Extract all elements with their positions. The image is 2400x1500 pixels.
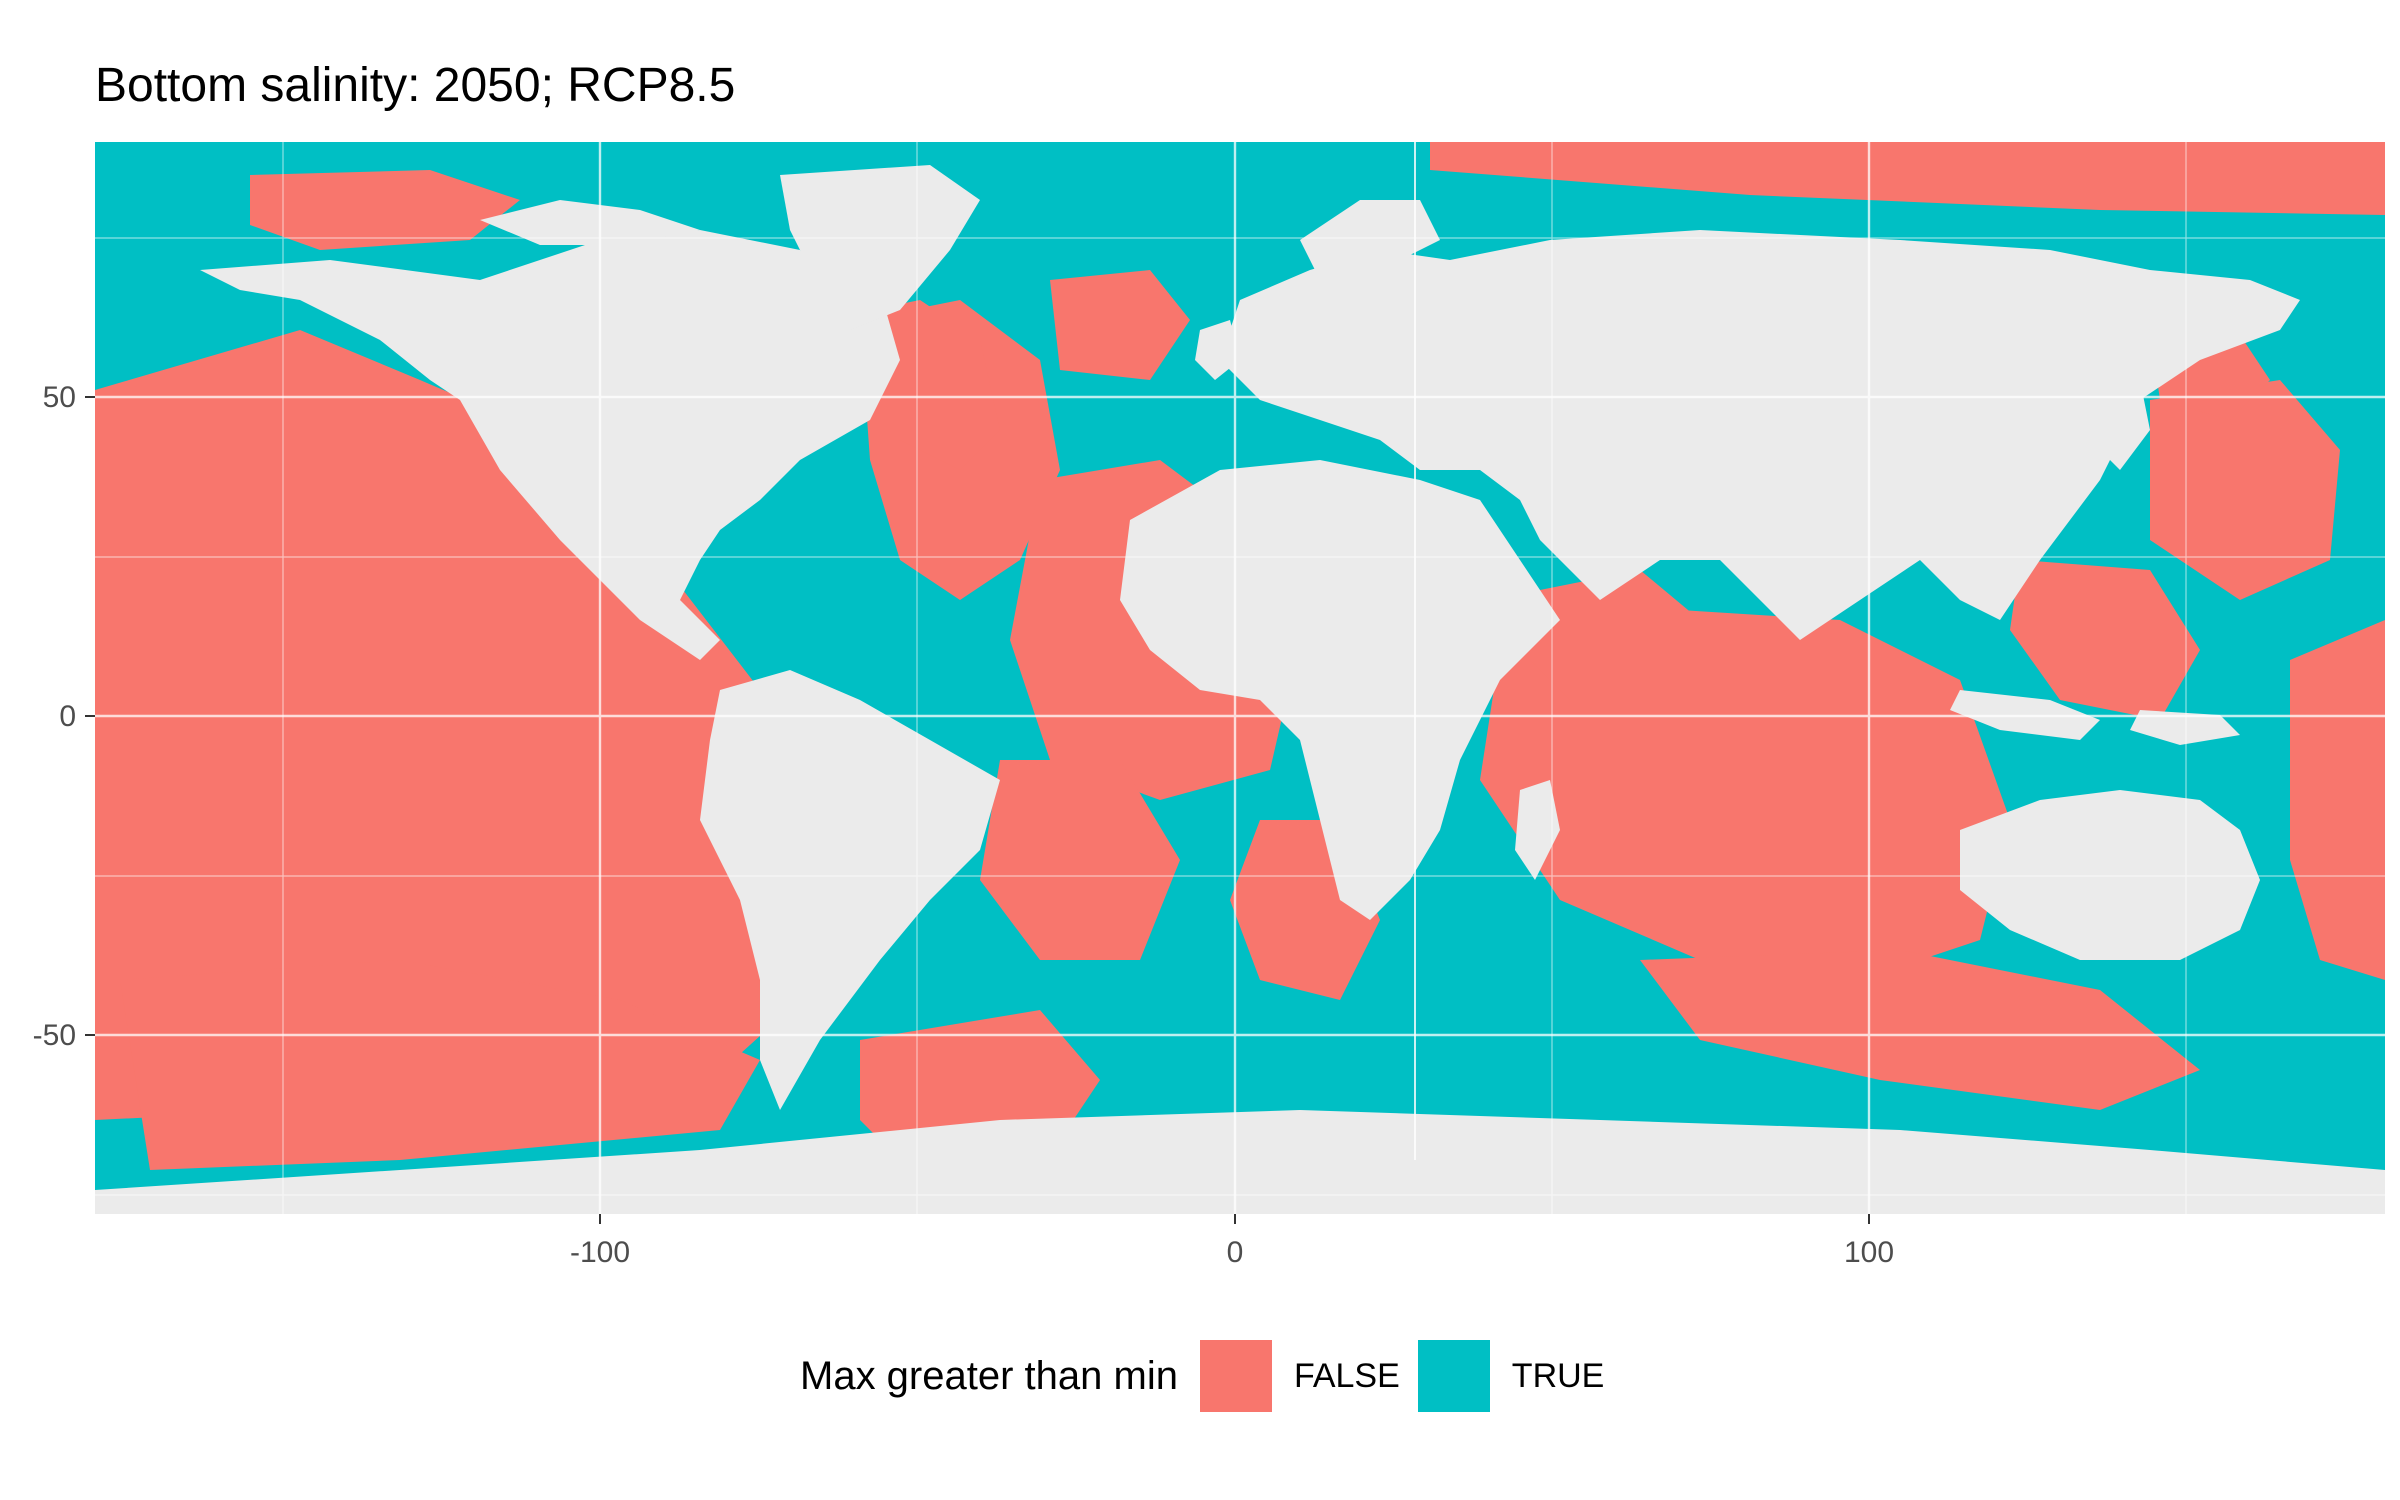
false-arctic-east <box>1430 142 2385 215</box>
y-tick-label-50: 50 <box>43 381 76 414</box>
false-arabian-sea <box>1520 570 1700 700</box>
legend-title: Max greater than min <box>800 1353 1178 1398</box>
false-west-pacific-1 <box>2150 380 2340 600</box>
x-tick-label--100: -100 <box>570 1236 630 1269</box>
false-southern-indian <box>1640 950 2200 1110</box>
land-greenland <box>780 165 980 330</box>
false-east-australia <box>2290 620 2385 980</box>
land-eurasia <box>1220 230 2300 640</box>
land-australia <box>1960 790 2260 960</box>
x-tick-label-0: 0 <box>1227 1236 1244 1269</box>
land-north-america <box>200 230 900 660</box>
grid-major <box>95 142 2385 1214</box>
land-canadian-arctic <box>480 200 700 245</box>
land-uk <box>1195 320 1240 380</box>
y-tick-label--50: -50 <box>33 1019 76 1052</box>
false-indian-ocean <box>1480 610 2010 980</box>
false-south-atlantic <box>980 760 1180 960</box>
land-madagascar <box>1515 780 1560 880</box>
land-antarctica <box>95 1110 2385 1214</box>
legend: Max greater than min FALSE TRUE <box>800 1340 1622 1412</box>
y-tick-label-0: 0 <box>59 700 76 733</box>
x-tick-label-100: 100 <box>1844 1236 1894 1269</box>
false-labrador <box>870 300 1000 470</box>
land-japan <box>2100 380 2150 470</box>
legend-item-true: TRUE <box>1417 1340 1605 1412</box>
land-africa <box>1120 460 1560 920</box>
legend-item-false: FALSE <box>1199 1340 1400 1412</box>
legend-label-false: FALSE <box>1293 1356 1400 1395</box>
legend-key-false <box>1199 1340 1272 1412</box>
false-west-pacific-2 <box>2010 560 2200 720</box>
land-masses <box>95 165 2385 1214</box>
false-norwegian <box>1050 270 1190 380</box>
land-south-america <box>700 670 1000 1110</box>
axis-ticks <box>85 396 1870 1224</box>
false-arctic-west <box>250 170 520 250</box>
land-scandinavia <box>1300 200 1440 280</box>
land-new-guinea <box>2130 710 2240 745</box>
legend-label-true: TRUE <box>1511 1356 1605 1395</box>
legend-key-true <box>1417 1340 1490 1412</box>
chart-title: Bottom salinity: 2050; RCP8.5 <box>95 59 736 112</box>
